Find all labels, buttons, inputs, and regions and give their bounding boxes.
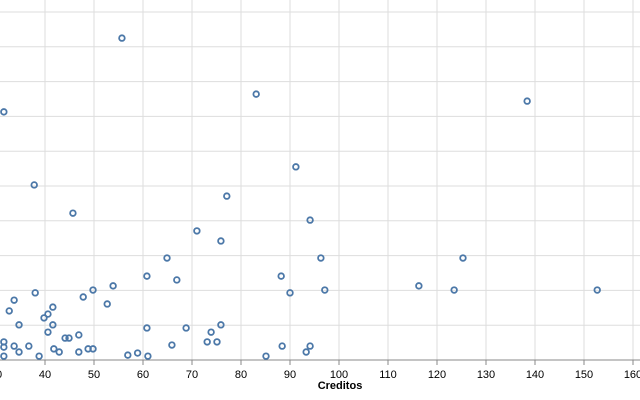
point <box>118 34 126 42</box>
x-tick-label: 140 <box>526 369 544 381</box>
point <box>49 321 57 329</box>
x-tick-label: 60 <box>137 369 149 381</box>
point <box>459 254 467 262</box>
point <box>593 286 601 294</box>
x-tick-label: 150 <box>575 369 593 381</box>
point <box>144 352 152 360</box>
point <box>321 286 329 294</box>
point <box>217 321 225 329</box>
point <box>44 310 52 318</box>
point <box>124 351 132 359</box>
x-tick-label: 110 <box>379 369 397 381</box>
point <box>31 289 39 297</box>
point <box>0 108 8 116</box>
point <box>79 293 87 301</box>
point <box>143 272 151 280</box>
point <box>182 324 190 332</box>
point <box>75 331 83 339</box>
point <box>173 276 181 284</box>
point <box>450 286 458 294</box>
point <box>207 328 215 336</box>
point <box>35 352 43 360</box>
x-tick-label: 30 <box>0 369 2 381</box>
x-tick-label: 50 <box>88 369 100 381</box>
point <box>143 324 151 332</box>
point <box>415 282 423 290</box>
x-tick-label: 160 <box>624 369 640 381</box>
point <box>0 343 8 351</box>
point <box>10 296 18 304</box>
point <box>50 345 58 353</box>
x-tick-label: 130 <box>477 369 495 381</box>
point <box>213 338 221 346</box>
point <box>40 314 48 322</box>
point <box>44 328 52 336</box>
point <box>223 192 231 200</box>
x-tick-label: 70 <box>186 369 198 381</box>
point <box>217 237 225 245</box>
point <box>262 352 270 360</box>
x-tick-label: 90 <box>284 369 296 381</box>
point <box>69 209 77 217</box>
point <box>15 348 23 356</box>
point <box>286 289 294 297</box>
point <box>103 300 111 308</box>
point <box>65 334 73 342</box>
point <box>252 90 260 98</box>
point <box>193 227 201 235</box>
point <box>163 254 171 262</box>
point <box>89 286 97 294</box>
x-axis-title: Creditos <box>318 380 363 392</box>
point <box>15 321 23 329</box>
x-tick-label: 80 <box>235 369 247 381</box>
point <box>75 348 83 356</box>
point <box>133 349 142 357</box>
point <box>317 254 325 262</box>
point <box>278 342 286 350</box>
point <box>203 338 211 346</box>
point <box>109 282 117 290</box>
x-tick-label: 100 <box>330 369 348 381</box>
point <box>292 163 300 171</box>
point <box>89 345 97 353</box>
point <box>306 342 314 350</box>
point <box>523 97 531 105</box>
point <box>302 348 310 356</box>
point <box>277 272 285 280</box>
point <box>61 334 69 342</box>
point <box>0 352 8 360</box>
point <box>5 307 13 315</box>
x-tick-label: 40 <box>39 369 51 381</box>
point <box>55 348 63 356</box>
point <box>25 342 33 350</box>
point <box>306 216 314 224</box>
point <box>10 342 18 350</box>
x-tick-label: 120 <box>428 369 446 381</box>
point <box>49 303 57 311</box>
point <box>168 341 176 349</box>
point <box>30 181 38 189</box>
